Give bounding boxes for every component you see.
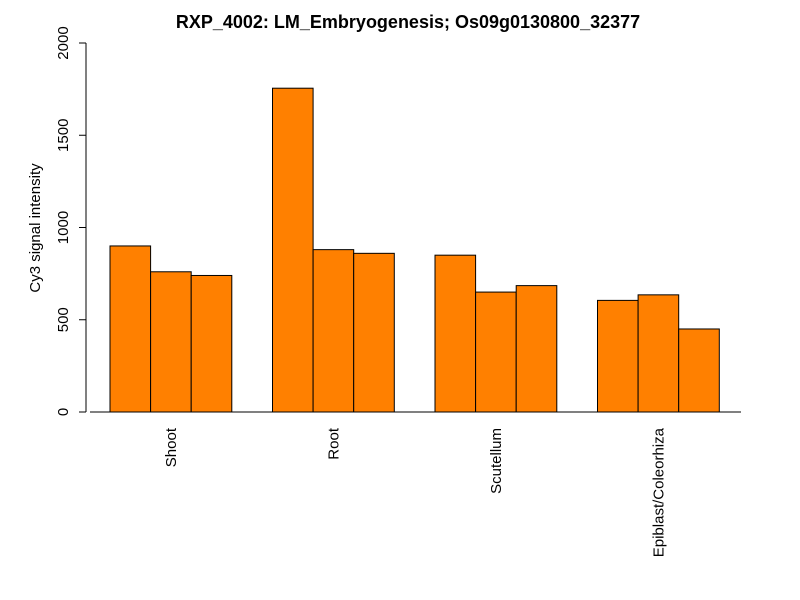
y-axis-label: Cy3 signal intensity bbox=[27, 163, 44, 293]
x-tick-labels: Shoot Root Scutellum Epiblast/Coleorhiza bbox=[163, 427, 668, 557]
y-axis: 0 500 1000 1500 2000 bbox=[55, 26, 87, 416]
bar-root-2 bbox=[312, 249, 355, 413]
y-tick-label: 2000 bbox=[55, 26, 72, 59]
bar-epiblast-coleorhiza-1 bbox=[597, 299, 639, 413]
y-tick-label: 500 bbox=[55, 307, 72, 332]
bar-scutellum-1 bbox=[434, 254, 477, 413]
y-tick-label: 1500 bbox=[55, 119, 72, 152]
bar-scutellum-3 bbox=[515, 285, 558, 413]
bar-shoot-2 bbox=[150, 271, 192, 413]
bar-scutellum-2 bbox=[475, 291, 517, 413]
bars-group bbox=[109, 87, 720, 413]
bar-epiblast-coleorhiza-2 bbox=[637, 294, 680, 413]
bar-shoot-1 bbox=[109, 245, 152, 413]
chart-title: RXP_4002: LM_Embryogenesis; Os09g0130800… bbox=[176, 12, 640, 32]
bar-shoot-3 bbox=[190, 274, 233, 413]
x-tick-label: Shoot bbox=[163, 427, 180, 467]
y-tick-label: 0 bbox=[55, 408, 72, 416]
bar-epiblast-coleorhiza-3 bbox=[678, 328, 720, 413]
x-tick-label: Root bbox=[325, 427, 342, 460]
x-tick-label: Scutellum bbox=[488, 428, 505, 494]
bar-root-3 bbox=[353, 252, 395, 413]
x-tick-label: Epiblast/Coleorhiza bbox=[650, 427, 667, 557]
y-tick-label: 1000 bbox=[55, 211, 72, 244]
bar-root-1 bbox=[272, 87, 314, 413]
